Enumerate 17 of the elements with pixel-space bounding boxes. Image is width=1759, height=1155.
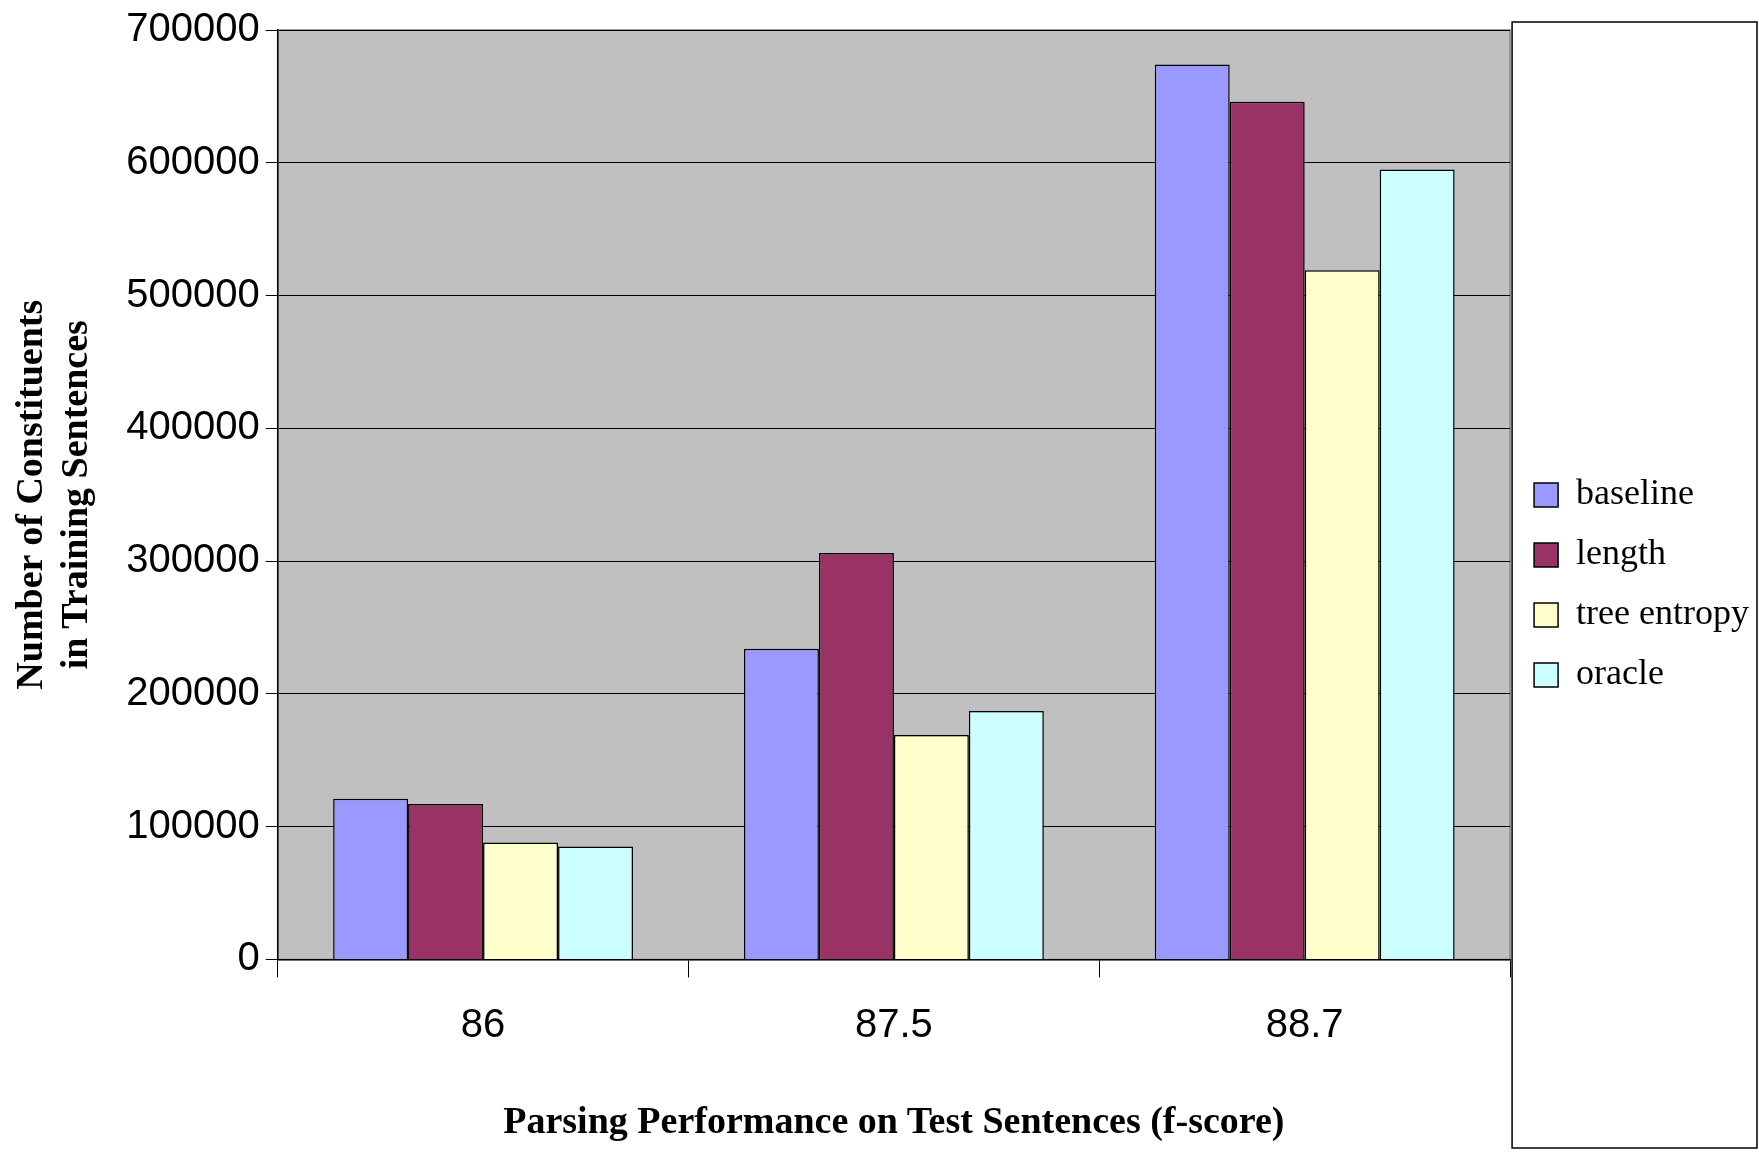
y-tick-label: 0 [237,934,260,979]
x-tick-label: 86 [460,1001,506,1046]
legend-label: baseline [1576,472,1695,513]
legend-label: tree entropy [1576,592,1750,633]
y-tick-label: 600000 [126,137,260,182]
y-tick-label: 500000 [126,270,260,315]
x-axis-title: Parsing Performance on Test Sentences (f-score) [503,1099,1285,1143]
y-tick-label: 300000 [126,536,260,581]
y-tick-label: 400000 [126,403,260,448]
y-tick-label: 700000 [126,5,260,50]
legend-label: length [1576,532,1667,573]
x-tick-label: 87.5 [854,1001,933,1046]
x-tick-label: 88.7 [1265,1001,1344,1046]
y-tick-label: 200000 [126,668,260,713]
y-axis-title: Number of Constituents in Training Sentences [7,299,96,690]
legend-label: oracle [1576,652,1665,693]
y-tick-label: 100000 [126,801,260,846]
